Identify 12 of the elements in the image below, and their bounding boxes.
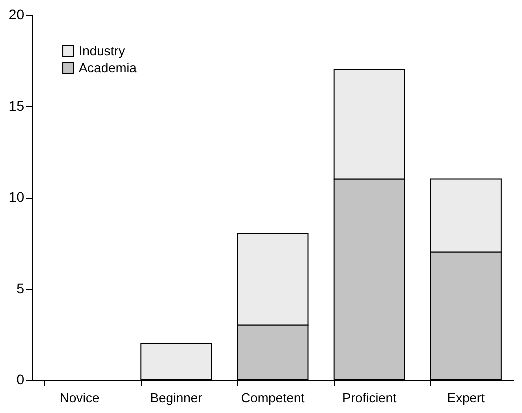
y-tick-label: 0: [16, 372, 25, 388]
y-tick-label: 10: [8, 189, 25, 205]
x-tick-label: Beginner: [150, 390, 204, 406]
x-tick-label: Novice: [60, 390, 100, 406]
y-tick-label: 20: [8, 6, 25, 22]
x-tick-label: Proficient: [342, 390, 398, 406]
legend-label: Academia: [79, 60, 138, 76]
x-tick-label: Expert: [447, 390, 486, 406]
y-tick-label: 15: [8, 98, 25, 114]
legend-label: Industry: [79, 44, 126, 58]
y-tick-label: 5: [16, 280, 25, 296]
x-tick-label: Competent: [241, 390, 306, 406]
